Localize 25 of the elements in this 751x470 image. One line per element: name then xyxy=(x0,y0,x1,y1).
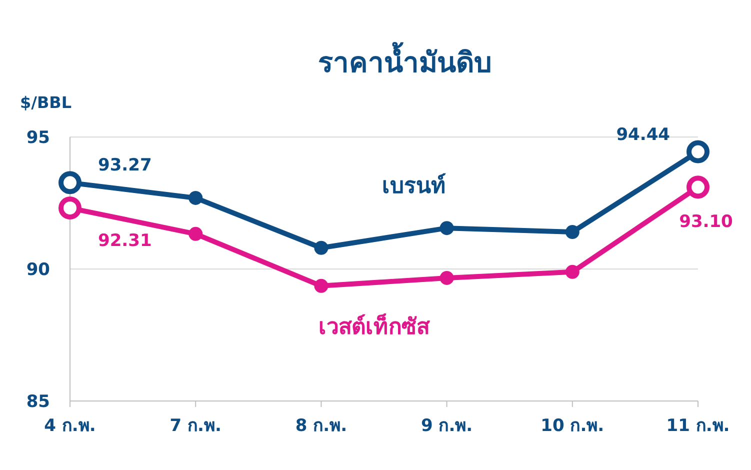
y-tick-label: 90 xyxy=(26,260,50,280)
point xyxy=(188,226,203,241)
data-label: 92.31 xyxy=(98,231,152,252)
data-label: 94.44 xyxy=(616,124,670,145)
x-tick-label: 10 ก.พ. xyxy=(540,416,604,436)
data-label: 93.10 xyxy=(679,212,734,232)
series-label: เบรนท์ xyxy=(382,172,446,199)
point xyxy=(188,190,203,205)
y-axis-title: $/BBL xyxy=(20,93,72,112)
x-tick-label: 8 ก.พ. xyxy=(295,416,348,436)
series-label: เวสต์เท็กซัส xyxy=(318,312,430,340)
x-tick-label: 4 ก.พ. xyxy=(44,416,96,436)
x-tick-label: 7 ก.พ. xyxy=(170,416,222,436)
x-tick-label: 9 ก.พ. xyxy=(420,416,473,436)
data-label: 93.27 xyxy=(98,156,152,176)
chart-title: ราคาน้ำมันดิบ xyxy=(318,41,492,79)
point xyxy=(314,240,328,255)
x-tick-label: 11 ก.พ. xyxy=(666,416,730,436)
point xyxy=(440,221,454,236)
point xyxy=(565,264,580,279)
point xyxy=(314,278,328,293)
point xyxy=(440,270,454,285)
y-tick-label: 85 xyxy=(26,392,50,412)
y-tick-label: 95 xyxy=(26,128,50,148)
point xyxy=(565,225,580,240)
